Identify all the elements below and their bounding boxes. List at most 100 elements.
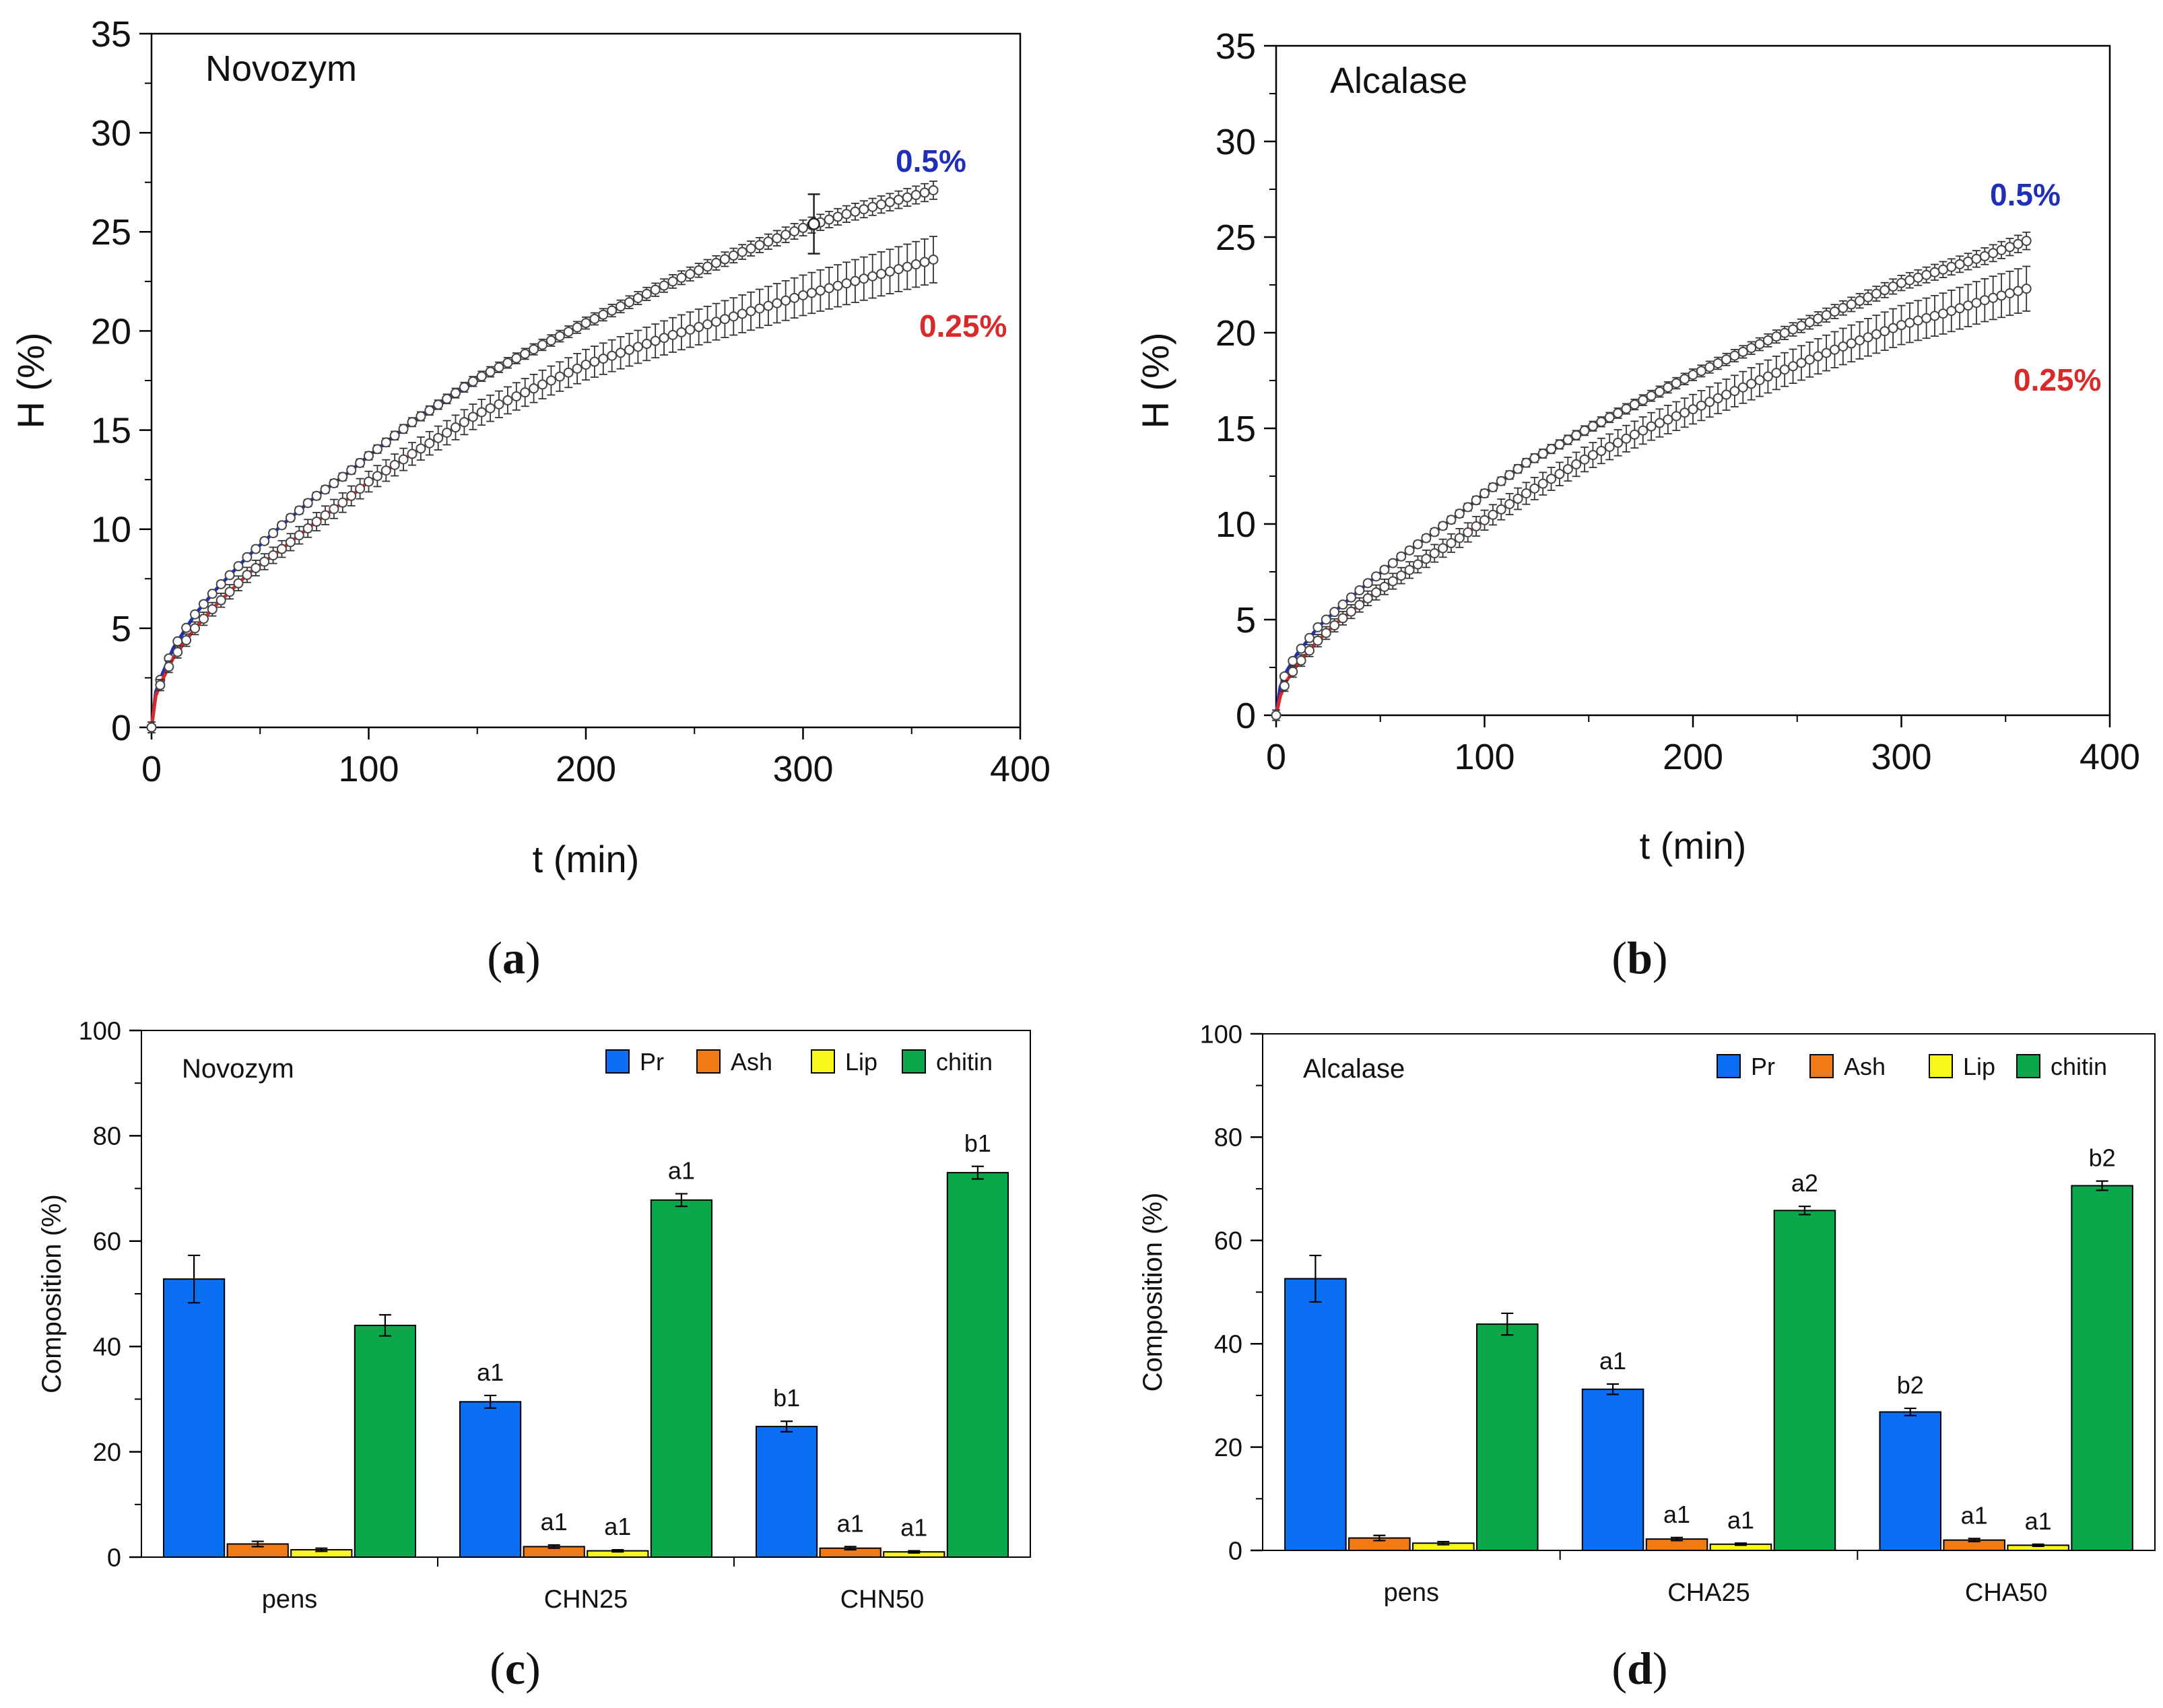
legend-label-Pr: Pr [640,1048,664,1076]
x-tick-label: 200 [556,749,616,789]
data-point [807,218,820,230]
data-point [1704,362,1715,372]
data-point [676,272,687,283]
data-point [311,517,322,527]
data-point [1279,680,1290,691]
data-point [832,211,843,222]
y-tick-label: 5 [1236,600,1256,640]
data-point [1871,329,1882,339]
data-point [277,544,287,554]
data-point [1496,504,1506,515]
x-tick-label: 200 [1663,737,1723,777]
legend-swatch-Ash [696,1049,721,1074]
data-point [529,344,539,355]
data-point [1345,592,1356,603]
y-tick-label: 0 [107,1544,121,1572]
bar-Pr-CHN25 [459,1401,522,1558]
y-axis-label: H (%) [9,332,52,428]
data-point [1396,551,1407,562]
data-point [1379,564,1390,575]
series-line-0.5% [149,189,934,728]
data-point [2004,288,2015,298]
data-point [380,465,391,476]
category-label: CHA25 [1667,1579,1750,1607]
data-point [728,311,739,322]
data-point [1855,335,1865,346]
data-point [2013,286,2024,296]
data-point [1321,614,1331,625]
panel-label: (a) [487,932,540,983]
data-point [1488,509,1498,520]
data-point [1296,655,1306,666]
y-axis-label: H (%) [1134,332,1176,428]
data-point [1679,374,1690,385]
data-point [433,432,444,443]
data-point [1829,344,1840,355]
data-point [1838,341,1849,352]
bar-chitin-pens [1476,1323,1539,1551]
data-point [728,250,739,261]
data-point [1621,433,1632,444]
data-point [1296,643,1306,654]
data-point [1529,453,1540,463]
data-point [355,484,366,494]
data-point [164,661,174,672]
data-point [1871,288,1882,299]
y-tick-label: 35 [1216,26,1256,67]
data-point [1838,302,1849,313]
data-point [520,348,531,359]
data-point [1679,407,1690,418]
data-point [1329,607,1340,618]
bar-chitin-CHN50 [946,1172,1009,1558]
data-point [589,313,600,324]
data-point [1354,599,1365,610]
data-point [1746,379,1757,389]
data-point [1562,464,1573,475]
y-tick-label: 0 [1236,696,1256,736]
y-tick-label: 60 [1214,1227,1242,1255]
panel-letter: c [505,1643,525,1694]
data-point [1963,300,1974,311]
data-point [1438,521,1449,531]
data-point [198,614,209,624]
data-point [850,275,861,286]
data-point [424,405,435,416]
data-point [1746,343,1757,354]
data-point [780,295,791,306]
data-point [824,283,834,294]
significance-label: a2 [1791,1169,1818,1197]
legend-label-Pr: Pr [1751,1053,1775,1080]
data-point [459,382,469,393]
data-point [893,264,904,275]
data-point [1288,655,1298,666]
data-point [242,552,253,562]
y-tick-label: 25 [91,212,131,253]
data-point [511,353,522,364]
plot-frame [141,1030,1031,1558]
data-point [1988,292,1999,303]
data-point [1863,292,1873,302]
y-tick-label: 15 [1216,409,1256,449]
data-point [285,513,296,523]
data-point [1471,495,1482,506]
y-axis-label: Composition (%) [1138,1193,1168,1392]
series-label-0.25%: 0.25% [919,308,1007,343]
data-point [885,197,895,207]
data-point [1879,285,1890,296]
data-point [251,562,261,573]
data-point [1362,593,1373,603]
data-point [1321,628,1331,638]
data-point [1929,310,1940,321]
data-point [1596,416,1607,427]
data-point [763,300,774,311]
data-point [1412,559,1423,570]
bar-Pr-pens [1284,1278,1347,1551]
data-point [772,298,783,308]
data-point [467,376,478,387]
data-point [155,680,166,690]
data-point [1354,585,1365,595]
category-label: CHN25 [544,1585,628,1614]
series-line-0.25% [149,258,934,728]
data-point [190,609,200,620]
data-point [1404,564,1415,575]
